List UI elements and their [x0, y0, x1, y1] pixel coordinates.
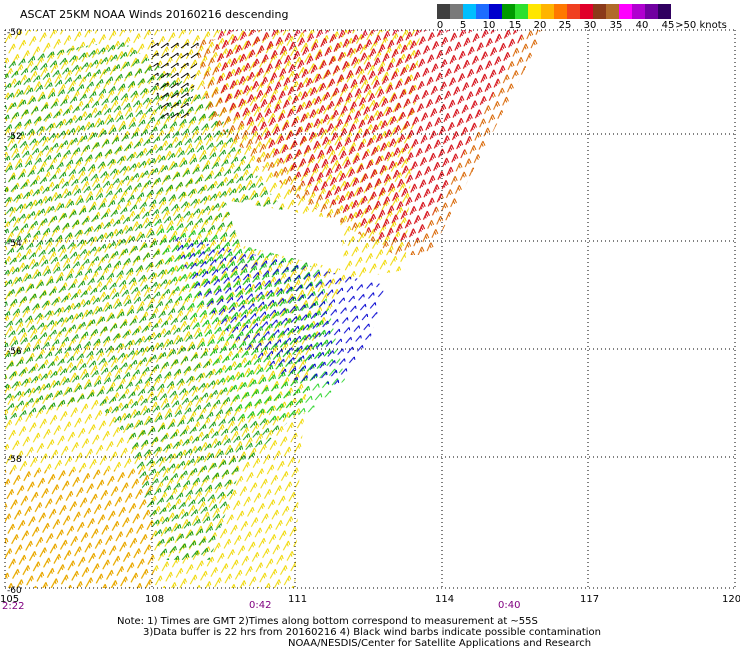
lat-label-0: -50: [7, 28, 22, 38]
wind-speed-legend: 0 5 10 15 20 25 30 35 40 45 >50 knots: [436, 4, 727, 33]
time-label-1: 0:42: [249, 600, 271, 611]
note-line-1: Note: 1) Times are GMT 2)Times along bot…: [117, 616, 538, 627]
legend-swatch-3: [476, 4, 489, 19]
no-data-gap: [225, 200, 345, 270]
legend-labels: 0 5 10 15 20 25 30 35 40 45 >50 knots: [436, 19, 727, 33]
time-label-2: 0:40: [498, 600, 520, 611]
legend-swatch-6: [515, 4, 528, 19]
legend-swatch-14: [619, 4, 632, 19]
latitude-labels: -50 -52 -54 -56 -58 -60: [7, 28, 22, 596]
legend-swatch-10: [567, 4, 580, 19]
legend-swatch-8: [541, 4, 554, 19]
blue-wind-area: [170, 235, 385, 385]
legend-swatch-13: [606, 4, 619, 19]
lon-label-2: 111: [288, 594, 307, 605]
legend-label-0: 0: [436, 20, 444, 31]
legend-label-5: 25: [558, 20, 572, 31]
map-title: ASCAT 25KM NOAA Winds 20160216 descendin…: [20, 8, 289, 21]
legend-swatch-0: [437, 4, 450, 19]
legend-label-2: 10: [482, 20, 496, 31]
lat-label-2: -54: [7, 239, 22, 249]
legend-swatch-7: [528, 4, 541, 19]
legend-label-1: 5: [459, 20, 467, 31]
legend-swatch-11: [580, 4, 593, 19]
legend-swatch-4: [489, 4, 502, 19]
time-labels: 2:22 0:42 0:40: [2, 600, 520, 612]
lat-label-1: -52: [7, 132, 22, 142]
longitude-labels: 105 108 111 114 117 120: [0, 594, 740, 605]
contaminated-wind-area: [150, 40, 200, 120]
lon-label-4: 117: [580, 594, 599, 605]
legend-swatch-2: [463, 4, 476, 19]
lat-label-3: -56: [7, 347, 22, 357]
lat-lon-grid: [4, 29, 736, 589]
legend-color-bar: [437, 4, 671, 19]
lat-label-4: -58: [7, 455, 22, 465]
orange-wind-area: [5, 470, 155, 588]
legend-label-8: 40: [635, 20, 649, 31]
legend-label-7: 35: [609, 20, 623, 31]
lon-label-1: 108: [145, 594, 164, 605]
note-line-2: 3)Data buffer is 22 hrs from 20160216 4)…: [143, 627, 601, 638]
lon-label-0: 105: [0, 594, 19, 605]
legend-swatch-17: [658, 4, 671, 19]
wind-barb-swath: [5, 30, 545, 588]
lat-label-5: -60: [7, 586, 22, 596]
lon-label-3: 114: [435, 594, 454, 605]
legend-swatch-9: [554, 4, 567, 19]
legend-swatch-15: [632, 4, 645, 19]
time-label-0: 2:22: [2, 601, 24, 612]
legend-label-10: >50 knots: [675, 20, 727, 31]
legend-swatch-5: [502, 4, 515, 19]
legend-label-6: 30: [583, 20, 597, 31]
legend-label-4: 20: [533, 20, 547, 31]
legend-label-9: 45: [661, 20, 675, 31]
legend-label-3: 15: [508, 20, 522, 31]
lon-label-5: 120: [722, 594, 740, 605]
note-line-3: NOAA/NESDIS/Center for Satellite Applica…: [288, 638, 592, 649]
green-wind-area: [5, 40, 330, 560]
red-wind-area: [215, 30, 525, 240]
legend-swatch-12: [593, 4, 606, 19]
legend-swatch-1: [450, 4, 463, 19]
legend-swatch-16: [645, 4, 658, 19]
